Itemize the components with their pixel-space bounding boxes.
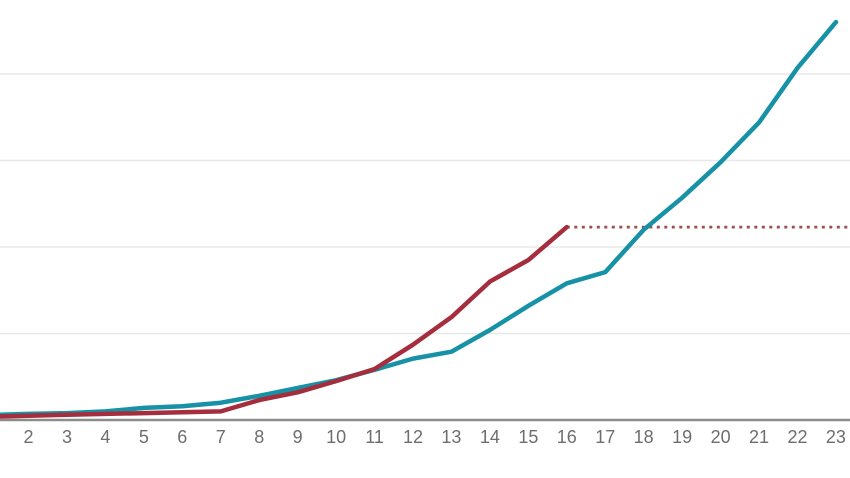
x-tick-label: 21 (749, 427, 769, 447)
x-tick-label: 12 (403, 427, 423, 447)
red-series-line (0, 224, 570, 419)
x-tick-label: 16 (557, 427, 577, 447)
x-tick-label: 9 (293, 427, 303, 447)
x-tick-label: 3 (62, 427, 72, 447)
x-tick-label: 6 (177, 427, 187, 447)
x-tick-label: 22 (787, 427, 807, 447)
x-tick-label: 15 (518, 427, 538, 447)
x-tick-label: 17 (595, 427, 615, 447)
x-tick-label: 20 (711, 427, 731, 447)
x-tick-label: 2 (23, 427, 33, 447)
x-tick-label: 8 (254, 427, 264, 447)
x-tick-label: 10 (326, 427, 346, 447)
x-tick-label: 7 (216, 427, 226, 447)
x-tick-label: 14 (480, 427, 500, 447)
x-tick-label: 5 (139, 427, 149, 447)
x-tick-label: 11 (365, 427, 384, 447)
x-tick-label: 23 (826, 427, 846, 447)
x-tick-label: 19 (672, 427, 692, 447)
x-tick-label: 13 (441, 427, 461, 447)
teal-series-line (0, 19, 839, 418)
x-tick-label: 18 (634, 427, 654, 447)
x-tick-label: 4 (100, 427, 110, 447)
